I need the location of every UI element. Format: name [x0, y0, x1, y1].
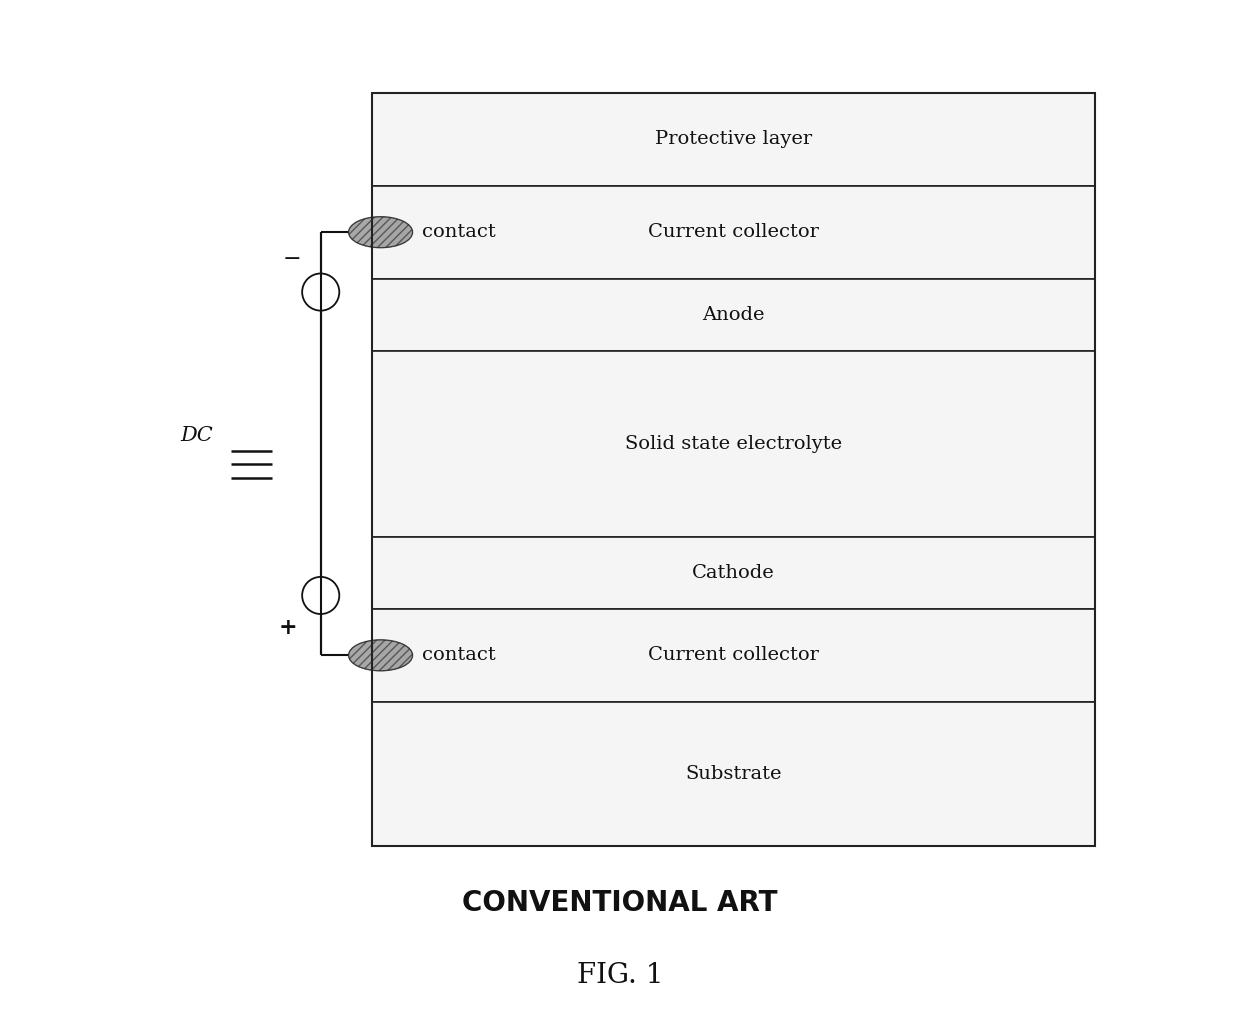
Text: FIG. 1: FIG. 1 [577, 962, 663, 989]
Bar [372, 537, 1095, 609]
Text: Current collector: Current collector [649, 223, 818, 241]
Text: Current collector: Current collector [649, 646, 818, 665]
Bar [372, 186, 1095, 279]
Text: DC: DC [181, 426, 213, 445]
Bar [372, 609, 1095, 702]
Text: Cathode: Cathode [692, 563, 775, 582]
Text: Substrate: Substrate [686, 765, 781, 783]
Bar [372, 702, 1095, 846]
Bar [372, 93, 1095, 186]
Text: contact: contact [422, 646, 496, 665]
Bar [372, 351, 1095, 537]
Text: contact: contact [422, 223, 496, 241]
Text: Anode: Anode [702, 305, 765, 324]
Bar [372, 93, 1095, 846]
Text: −: − [283, 248, 301, 270]
Text: CONVENTIONAL ART: CONVENTIONAL ART [463, 889, 777, 917]
Ellipse shape [348, 640, 413, 671]
Text: Protective layer: Protective layer [655, 130, 812, 149]
Text: +: + [279, 617, 298, 640]
Bar [372, 279, 1095, 351]
Text: Solid state electrolyte: Solid state electrolyte [625, 434, 842, 453]
Ellipse shape [348, 217, 413, 248]
